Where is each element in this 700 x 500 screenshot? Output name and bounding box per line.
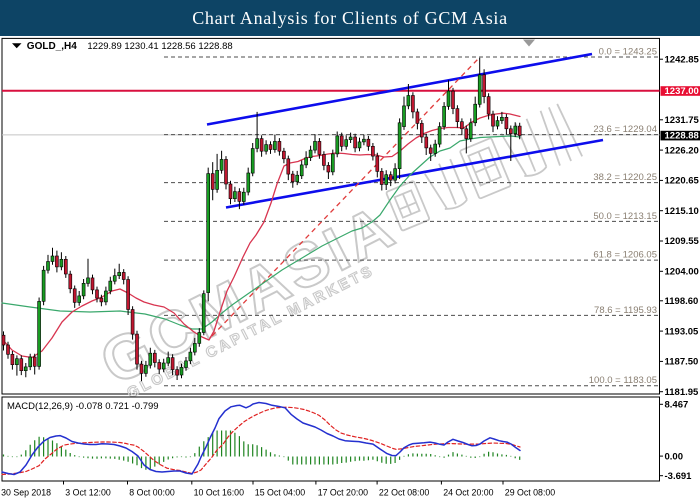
svg-text:MACD(12,26,9) -0.078 0.721 -0.: MACD(12,26,9) -0.078 0.721 -0.799	[7, 401, 159, 412]
svg-text:1237.00: 1237.00	[665, 86, 699, 97]
svg-text:50.0 = 1213.15: 50.0 = 1213.15	[593, 211, 657, 222]
svg-text:61.8 = 1206.05: 61.8 = 1206.05	[593, 250, 657, 261]
svg-text:1181.95: 1181.95	[665, 387, 700, 398]
svg-text:1242.85: 1242.85	[665, 54, 700, 65]
svg-text:29 Oct 08:00: 29 Oct 08:00	[505, 488, 555, 498]
svg-text:1226.20: 1226.20	[665, 145, 699, 156]
svg-text:0.0 = 1243.25: 0.0 = 1243.25	[599, 47, 657, 58]
svg-text:1228.88: 1228.88	[665, 131, 699, 142]
svg-text:8.467: 8.467	[665, 400, 689, 411]
svg-text:22 Oct 08:00: 22 Oct 08:00	[379, 488, 429, 498]
svg-text:1209.55: 1209.55	[665, 236, 700, 247]
svg-text:1215.10: 1215.10	[665, 206, 699, 217]
svg-text:GOLD_,H4: GOLD_,H4	[27, 41, 77, 52]
svg-text:-3.691: -3.691	[665, 471, 693, 482]
svg-text:1187.50: 1187.50	[665, 357, 699, 368]
svg-text:Chart Analysis for Clients of: Chart Analysis for Clients of GCM Asia	[192, 8, 508, 28]
svg-text:78.6 = 1195.93: 78.6 = 1195.93	[594, 305, 657, 316]
svg-text:1193.05: 1193.05	[665, 326, 700, 337]
svg-text:8 Oct 00:00: 8 Oct 00:00	[129, 488, 175, 498]
svg-text:24 Oct 20:00: 24 Oct 20:00	[443, 488, 493, 498]
svg-text:38.2 = 1220.25: 38.2 = 1220.25	[593, 172, 657, 183]
svg-text:10 Oct 16:00: 10 Oct 16:00	[194, 488, 244, 498]
svg-text:3 Oct 12:00: 3 Oct 12:00	[65, 488, 111, 498]
svg-text:1198.60: 1198.60	[665, 296, 699, 307]
svg-text:0.00: 0.00	[665, 451, 684, 462]
svg-text:1204.00: 1204.00	[665, 267, 699, 278]
svg-text:100.0 = 1183.05: 100.0 = 1183.05	[589, 375, 657, 386]
svg-text:15 Oct 04:00: 15 Oct 04:00	[255, 488, 305, 498]
svg-text:23.6 = 1229.04: 23.6 = 1229.04	[593, 124, 657, 135]
svg-text:1229.89 1230.41 1228.56 1228.8: 1229.89 1230.41 1228.56 1228.88	[87, 41, 232, 52]
svg-text:30 Sep 2018: 30 Sep 2018	[1, 488, 51, 498]
svg-text:1220.65: 1220.65	[665, 176, 700, 187]
svg-text:17 Oct 20:00: 17 Oct 20:00	[318, 488, 368, 498]
svg-text:1231.75: 1231.75	[665, 115, 700, 126]
